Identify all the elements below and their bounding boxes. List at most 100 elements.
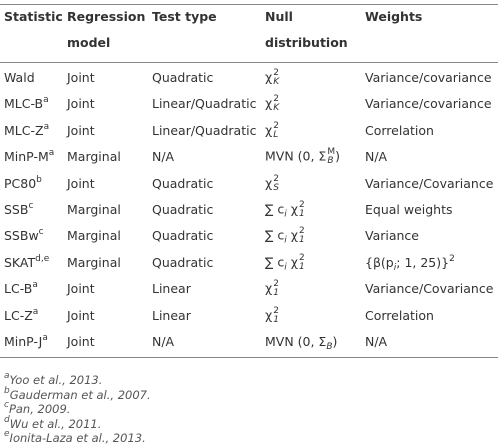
subscript: K bbox=[273, 77, 280, 87]
table-cell: LC-Za bbox=[4, 306, 39, 324]
text: χ bbox=[286, 254, 298, 270]
footnote: eIonita-Laza et al., 2013. bbox=[4, 429, 146, 446]
table-cell: Joint bbox=[67, 175, 95, 191]
footnote-mark: d bbox=[4, 414, 10, 425]
superscript: a bbox=[43, 121, 50, 132]
text: MVN (0, Σ bbox=[265, 148, 327, 164]
footnote-text: Ionita-Laza et al., 2013. bbox=[9, 431, 146, 445]
text: χ bbox=[265, 69, 273, 85]
text: SSBw bbox=[4, 228, 39, 244]
superscript: 2 bbox=[299, 252, 305, 263]
table-cell: Wald bbox=[4, 70, 35, 86]
text: ; 1, 25)} bbox=[396, 254, 450, 270]
footnote: bGauderman et al., 2007. bbox=[4, 386, 151, 402]
table-cell: N/A bbox=[365, 334, 388, 349]
table-cell: Linear/Quadratic bbox=[152, 96, 257, 112]
footnote-text: Gauderman et al., 2007. bbox=[9, 387, 151, 402]
superscript: a bbox=[32, 306, 39, 317]
table-cell: Correlation bbox=[365, 122, 434, 138]
text: MVN (0, Σ bbox=[265, 334, 327, 349]
subscript: B bbox=[327, 156, 334, 167]
text: ∑ c bbox=[265, 227, 285, 243]
footnote-text: Pan, 2009. bbox=[8, 402, 71, 416]
superscript: 2 bbox=[273, 68, 279, 78]
table-cell: MinP-Ja bbox=[4, 334, 48, 350]
text: ∑ c bbox=[265, 201, 285, 217]
text: χ bbox=[265, 307, 273, 323]
table-cell: PC80b bbox=[4, 175, 42, 192]
table-cell: Linear/Quadratic bbox=[152, 122, 257, 138]
superscript: 2 bbox=[299, 226, 305, 237]
bottom-rule bbox=[0, 357, 498, 358]
table-cell: N/A bbox=[152, 334, 175, 349]
table-cell: SSBwc bbox=[4, 228, 44, 244]
footnote-text: Wu et al., 2011. bbox=[9, 416, 102, 431]
text: {β(p bbox=[365, 254, 394, 270]
table-cell: Joint bbox=[67, 281, 95, 297]
table-cell: Equal weights bbox=[365, 202, 453, 217]
superscript: 2 bbox=[449, 253, 455, 264]
superscript: a bbox=[43, 95, 49, 106]
header-rule bbox=[0, 62, 498, 63]
table-cell: MLC-Ba bbox=[4, 96, 49, 112]
footnote-mark: e bbox=[4, 429, 10, 439]
table-cell: Quadratic bbox=[152, 254, 214, 270]
table-cell: Variance/covariance bbox=[365, 70, 492, 85]
subscript: K bbox=[273, 103, 280, 114]
text: χ bbox=[265, 280, 273, 296]
table-cell: Joint bbox=[67, 70, 95, 85]
text: χ bbox=[286, 227, 298, 243]
text: SSB bbox=[4, 202, 29, 217]
superscript: d,e bbox=[35, 253, 50, 264]
table-cell: N/A bbox=[365, 149, 388, 165]
table-cell: Correlation bbox=[365, 307, 434, 323]
subscript: i bbox=[284, 209, 287, 220]
footnote-mark: c bbox=[4, 400, 9, 410]
subscript: 1 bbox=[299, 209, 305, 219]
subscript: 1 bbox=[273, 288, 279, 299]
superscript: M bbox=[327, 147, 336, 158]
table-cell: Linear bbox=[152, 281, 191, 297]
text: Wald bbox=[4, 70, 35, 85]
table-cell: N/A bbox=[152, 149, 175, 165]
table-cell: Variance bbox=[365, 228, 419, 244]
table-cell: Marginal bbox=[67, 149, 121, 165]
subscript: 1 bbox=[299, 235, 305, 246]
footnote: aYoo et al., 2013. bbox=[4, 372, 103, 388]
header-cell: Null distribution bbox=[265, 9, 348, 50]
superscript: c bbox=[28, 201, 34, 211]
superscript: 2 bbox=[299, 200, 305, 210]
table-cell: Quadratic bbox=[152, 228, 214, 244]
text: SKAT bbox=[4, 254, 36, 270]
text: χ bbox=[286, 201, 298, 217]
superscript: 2 bbox=[273, 305, 279, 316]
table-cell: SSBc bbox=[4, 202, 33, 218]
table-cell: Variance/covariance bbox=[365, 96, 492, 112]
table-cell: MVN (0, Σ M B) bbox=[265, 148, 340, 166]
top-rule bbox=[0, 4, 498, 5]
subscript: 1 bbox=[299, 261, 305, 272]
table-cell: MVN (0, ΣB) bbox=[265, 334, 337, 352]
table-cell: Quadratic bbox=[152, 202, 214, 217]
header-cell: Regression model bbox=[67, 9, 146, 50]
superscript: a bbox=[42, 333, 48, 343]
table-cell: Joint bbox=[67, 96, 95, 112]
table-cell: Quadratic bbox=[152, 70, 214, 85]
footnote-text: Yoo et al., 2013. bbox=[9, 373, 103, 387]
subscript: i bbox=[393, 262, 397, 273]
table-cell: Joint bbox=[67, 307, 95, 323]
table-cell: Variance/Covariance bbox=[365, 281, 494, 297]
